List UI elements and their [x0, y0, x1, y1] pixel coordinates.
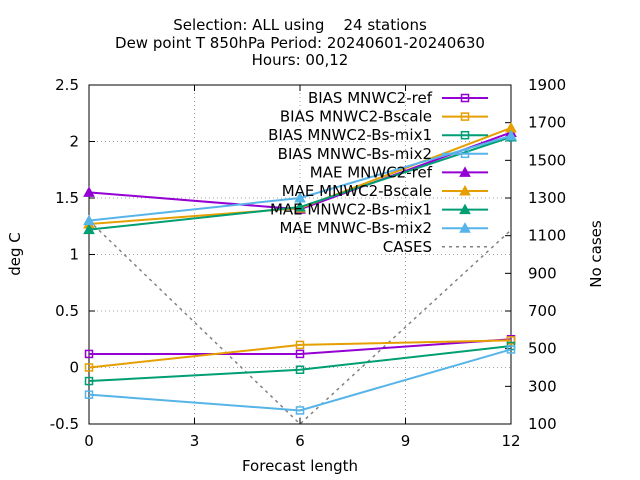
y2-tick-label: 100 — [528, 415, 557, 433]
series-2-point — [84, 363, 94, 372]
y2-tick-label: 1900 — [528, 76, 566, 94]
y2-tick-label: 900 — [528, 264, 557, 282]
y2-tick-label: 1100 — [528, 227, 566, 245]
series — [83, 121, 517, 426]
legend-label: BIAS MNWC-Bs-mix2 — [278, 145, 432, 163]
series-line-4 — [88, 348, 512, 412]
y-tick-label: 2 — [69, 133, 79, 151]
series-line-3 — [88, 345, 512, 383]
y-tick-label: -0.5 — [50, 415, 79, 433]
y2-tick-label: 1500 — [528, 151, 566, 169]
series-8-point — [294, 191, 306, 203]
x-tick-label: 9 — [401, 432, 411, 450]
legend-marker — [459, 166, 471, 177]
y-tick-label: 0.5 — [55, 302, 79, 320]
legend-label: MAE MNWC2-Bs-mix1 — [270, 201, 432, 219]
x-tick-label: 0 — [84, 432, 94, 450]
series-2-point — [295, 340, 305, 350]
series-4-point — [506, 345, 516, 354]
series-8-point — [505, 129, 517, 141]
series-line-2 — [88, 339, 512, 369]
legend-label: BIAS MNWC2-Bscale — [280, 108, 432, 126]
y2-tick-label: 1300 — [528, 189, 566, 207]
y2-tick-label: 1700 — [528, 114, 566, 132]
y-tick-label: 2.5 — [55, 76, 79, 94]
grid — [89, 85, 511, 424]
series-1-point — [84, 349, 94, 359]
y-tick-label: 0 — [69, 359, 79, 377]
series-7-point — [83, 223, 95, 235]
legend-label: MAE MNWC2-ref — [310, 163, 433, 181]
legend-label: CASES — [383, 238, 432, 256]
y2-tick-label: 500 — [528, 340, 557, 358]
legend-marker — [460, 130, 470, 140]
x-tick-label: 12 — [501, 432, 520, 450]
legend-marker — [459, 203, 471, 215]
legend-label: MAE MNWC-Bs-mix2 — [279, 219, 432, 237]
legend-marker — [459, 222, 471, 233]
legend-marker — [459, 184, 471, 196]
y2-tick-label: 700 — [528, 302, 557, 320]
series-8-point — [83, 214, 95, 226]
series-4-point — [295, 406, 305, 415]
chart-title-line-2: Dew point T 850hPa Period: 20240601-2024… — [115, 34, 485, 52]
series-3-point — [295, 365, 305, 375]
series-5-point — [83, 186, 95, 197]
legend-label: BIAS MNWC2-Bs-mix1 — [268, 126, 432, 144]
legend-marker — [460, 112, 470, 121]
series-line-9 — [88, 220, 512, 426]
x-tick-label: 6 — [295, 432, 305, 450]
y2-axis-label: No cases — [587, 220, 605, 288]
series-7-point — [294, 201, 306, 212]
series-1-point — [295, 349, 305, 359]
y-tick-label: 1.5 — [55, 189, 79, 207]
series-3-point — [84, 376, 94, 386]
x-tick-label: 3 — [190, 432, 200, 450]
chart-title-line-1: Selection: ALL using 24 stations — [173, 16, 427, 34]
chart-title-line-3: Hours: 00,12 — [252, 51, 349, 69]
series-4-point — [84, 390, 94, 399]
y-tick-label: 1 — [69, 246, 79, 264]
legend-marker — [460, 93, 470, 103]
y-axis-label: deg C — [6, 232, 24, 276]
legend-marker — [460, 149, 470, 159]
series-2-point — [506, 336, 516, 345]
series-line-1 — [89, 338, 512, 355]
axis-ticks: 0 3 6 9 12 -0.5 0 0.5 1 1.5 2 2.5 100 300 500 700 900 110… — [50, 76, 566, 450]
x-axis-label: Forecast length — [242, 457, 358, 475]
legend-label: BIAS MNWC2-ref — [308, 89, 433, 107]
y2-tick-label: 300 — [528, 377, 557, 395]
legend-label: MAE MNWC2-Bscale — [282, 182, 432, 200]
